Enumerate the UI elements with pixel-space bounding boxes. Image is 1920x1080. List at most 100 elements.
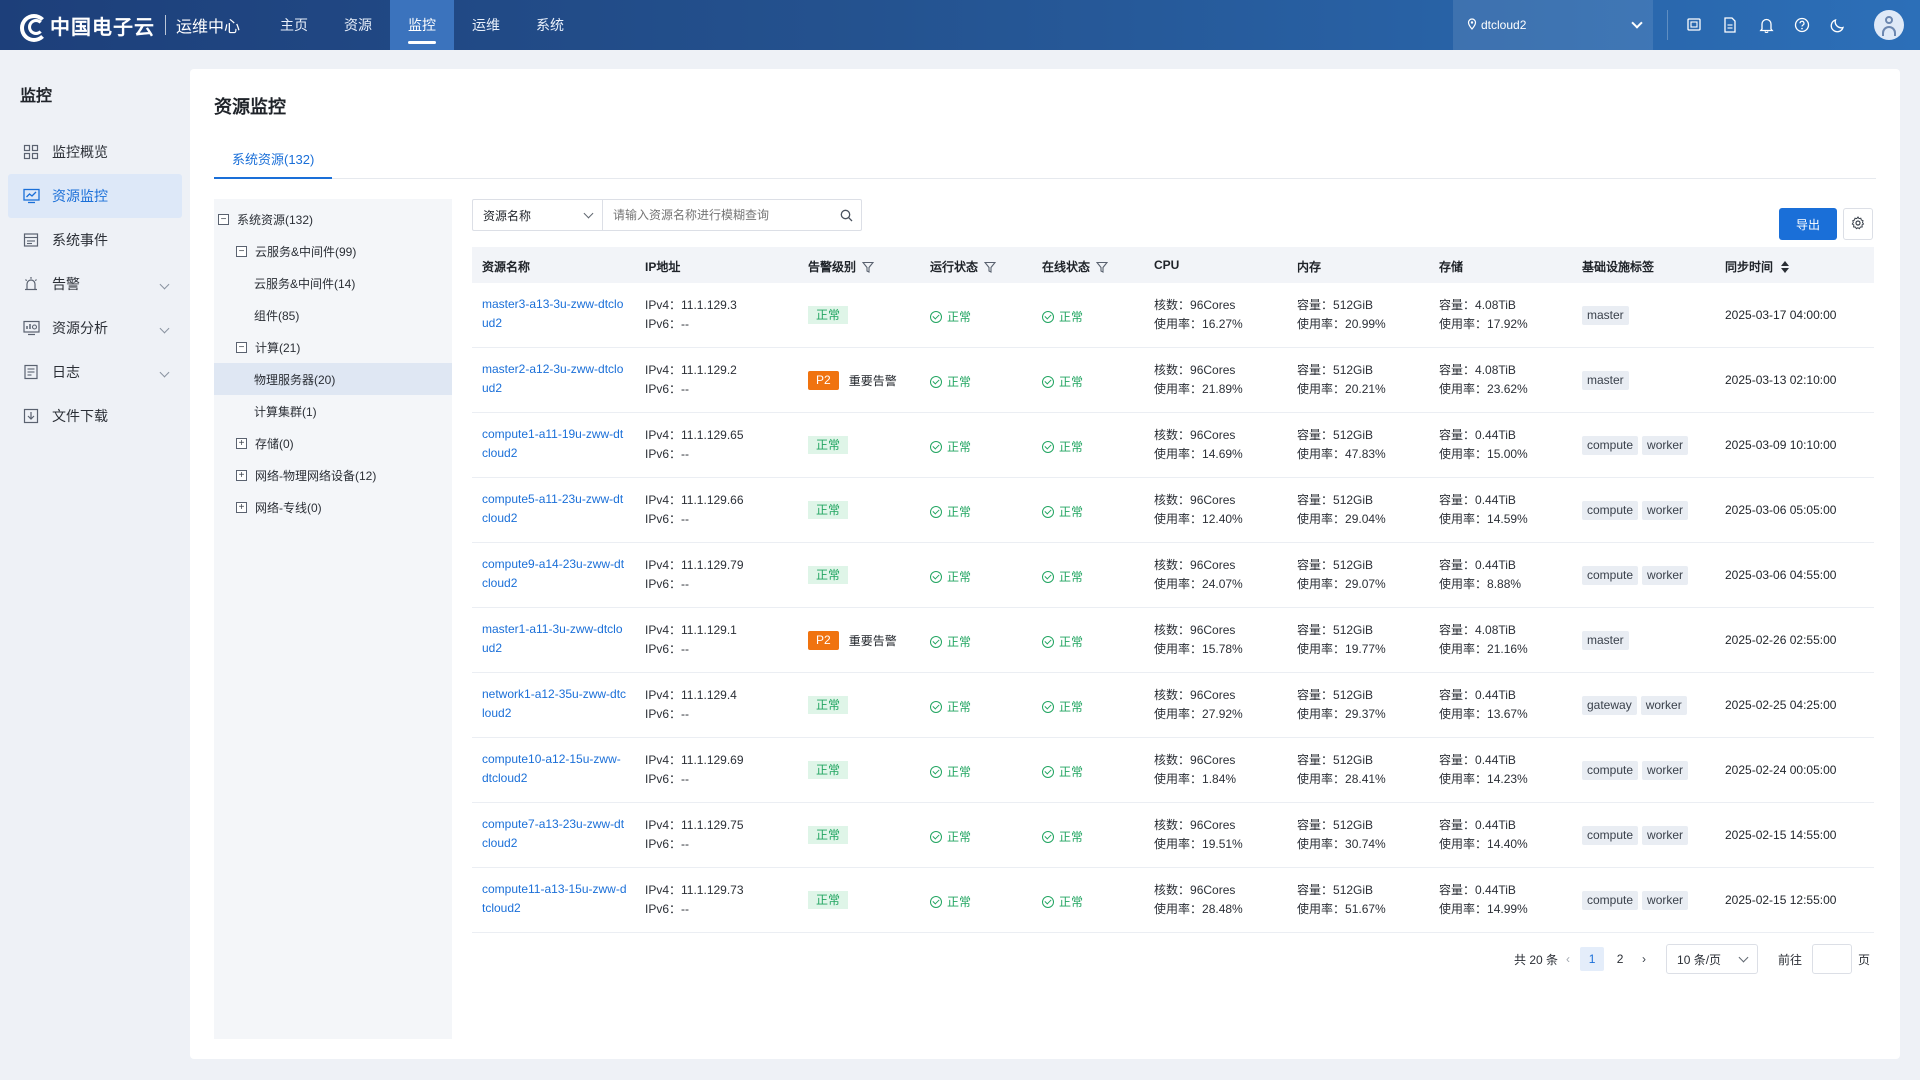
infra-tag: compute — [1582, 566, 1639, 585]
tree-node[interactable]: − 计算(21) — [214, 331, 452, 363]
metric-value: 11.1.129.75 — [681, 818, 744, 832]
metric-cell: 核数：96Cores 使用率：27.92% — [1154, 686, 1243, 724]
metric-line: 使用率：30.74% — [1297, 835, 1386, 854]
nav-item-1[interactable]: 资源 — [344, 17, 372, 33]
table-row[interactable]: compute5-a11-23u-zww-dtcloud2 IPv4：11.1.1… — [472, 478, 1874, 543]
tree-node[interactable]: 物理服务器(20) — [214, 363, 452, 395]
search-type-select[interactable]: 资源名称 — [473, 200, 603, 230]
resource-name-link[interactable]: compute11-a13-15u-zww-dtcloud2 — [482, 882, 627, 915]
nav-item-0[interactable]: 主页 — [280, 17, 308, 33]
sidebar-item-6[interactable]: 文件下载 — [8, 394, 182, 438]
help-icon[interactable] — [1784, 0, 1820, 50]
metric-value: 14.59% — [1487, 512, 1528, 526]
tree-node[interactable]: + 网络-专线(0) — [214, 491, 452, 523]
metric-line: 容量：512GiB — [1297, 491, 1386, 510]
metric-value: 96Cores — [1190, 688, 1236, 702]
tree-node[interactable]: + 网络-物理网络设备(12) — [214, 459, 452, 491]
tree-node[interactable]: − 系统资源(132) — [214, 203, 452, 235]
nav-item-3[interactable]: 运维 — [472, 17, 500, 33]
table-row[interactable]: master1-a11-3u-zww-dtcloud2 IPv4：11.1.129… — [472, 608, 1874, 673]
metric-value: 4.08TiB — [1475, 363, 1516, 377]
sidebar-item-label: 日志 — [52, 364, 80, 380]
metric-value: 512GiB — [1333, 818, 1374, 832]
environment-select[interactable]: dtcloud2 — [1453, 0, 1653, 50]
table-row[interactable]: compute7-a13-23u-zww-dtcloud2 IPv4：11.1.1… — [472, 803, 1874, 868]
prev-page-icon[interactable]: ‹ — [1566, 952, 1571, 966]
alarm-cell: 正常 — [808, 826, 849, 844]
search-input[interactable] — [603, 200, 831, 230]
column-settings-button[interactable] — [1843, 208, 1873, 240]
sort-icon[interactable] — [1781, 260, 1790, 273]
metric-prefix: 容量： — [1439, 558, 1476, 572]
sidebar-item-5[interactable]: 日志 — [8, 350, 182, 394]
collapse-icon[interactable]: − — [218, 213, 229, 225]
metric-value: 11.1.129.65 — [681, 428, 744, 442]
filter-icon[interactable] — [1095, 261, 1109, 273]
metric-value: 96Cores — [1190, 428, 1236, 442]
table-row[interactable]: master2-a12-3u-zww-dtcloud2 IPv4：11.1.129… — [472, 348, 1874, 413]
next-page-icon[interactable]: › — [1642, 952, 1647, 966]
table-row[interactable]: compute10-a12-15u-zww-dtcloud2 IPv4：11.1.… — [472, 738, 1874, 803]
table-row[interactable]: compute9-a14-23u-zww-dtcloud2 IPv4：11.1.1… — [472, 543, 1874, 608]
metric-prefix: 使用率： — [1439, 317, 1488, 331]
tab-system-resources[interactable]: 系统资源(132) — [214, 149, 333, 179]
export-button[interactable]: 导出 — [1779, 208, 1837, 240]
sidebar-item-0[interactable]: 监控概览 — [8, 130, 182, 174]
goto-page-input[interactable] — [1812, 944, 1853, 974]
sidebar-item-3[interactable]: 告警 — [8, 262, 182, 306]
document-icon[interactable] — [1712, 0, 1748, 50]
resource-name-link[interactable]: compute9-a14-23u-zww-dtcloud2 — [482, 557, 625, 590]
alarm-level-badge: P2 — [808, 371, 839, 390]
metric-cell: 容量：0.44TiB 使用率：13.67% — [1439, 686, 1528, 724]
sidebar-item-1[interactable]: 资源监控 — [8, 174, 182, 218]
metric-prefix: 容量： — [1439, 493, 1476, 507]
nav-item-4[interactable]: 系统 — [536, 17, 564, 33]
resource-name-link[interactable]: network1-a12-35u-zww-dtcloud2 — [482, 687, 627, 720]
resource-name-link[interactable]: compute7-a13-23u-zww-dtcloud2 — [482, 817, 625, 850]
expand-icon[interactable]: + — [236, 501, 247, 513]
page-number[interactable]: 1 — [1580, 947, 1605, 971]
sync-time: 2025-03-06 05:05:00 — [1725, 503, 1837, 517]
resource-name-link[interactable]: master1-a11-3u-zww-dtcloud2 — [482, 622, 623, 655]
tree-node[interactable]: + 存储(0) — [214, 427, 452, 459]
metric-line: 使用率：15.00% — [1439, 445, 1528, 464]
sidebar-item-2[interactable]: 系统事件 — [8, 218, 182, 262]
metric-cell: IPv4：11.1.129.65 IPv6：-- — [645, 426, 744, 464]
bell-icon[interactable] — [1748, 0, 1784, 50]
screen-icon[interactable] — [1676, 0, 1712, 50]
page-size-select[interactable]: 10 条/页 — [1666, 944, 1759, 974]
logo-subtitle: 运维中心 — [176, 19, 241, 36]
column-header: 存储 — [1439, 258, 1463, 275]
collapse-icon[interactable]: − — [236, 341, 247, 353]
table-row[interactable]: compute11-a13-15u-zww-dtcloud2 IPv4：11.1.… — [472, 868, 1874, 933]
search-icon[interactable] — [831, 200, 861, 230]
resource-name-link[interactable]: master3-a13-3u-zww-dtcloud2 — [482, 297, 624, 330]
check-circle-icon — [930, 635, 942, 648]
table-row[interactable]: compute1-a11-19u-zww-dtcloud2 IPv4：11.1.1… — [472, 413, 1874, 478]
expand-icon[interactable]: + — [236, 469, 247, 481]
metric-line: 容量：4.08TiB — [1439, 361, 1528, 380]
tree-node[interactable]: 组件(85) — [214, 299, 452, 331]
filter-icon[interactable] — [861, 261, 875, 273]
user-avatar-icon[interactable] — [1874, 10, 1904, 40]
resource-name-link[interactable]: compute1-a11-19u-zww-dtcloud2 — [482, 427, 624, 460]
filter-icon[interactable] — [983, 261, 997, 273]
tree-node[interactable]: 计算集群(1) — [214, 395, 452, 427]
tree-node[interactable]: 云服务&中间件(14) — [214, 267, 452, 299]
table-row[interactable]: master3-a13-3u-zww-dtcloud2 IPv4：11.1.129… — [472, 283, 1874, 348]
moon-icon[interactable] — [1820, 0, 1856, 50]
resource-name-link[interactable]: master2-a12-3u-zww-dtcloud2 — [482, 362, 624, 395]
resource-name-link[interactable]: compute10-a12-15u-zww-dtcloud2 — [482, 752, 621, 785]
tree-node[interactable]: − 云服务&中间件(99) — [214, 235, 452, 267]
status-cell: 正常 — [1042, 763, 1083, 780]
nav-item-2[interactable]: 监控 — [390, 0, 454, 50]
sidebar-item-4[interactable]: 资源分析 — [8, 306, 182, 350]
logo[interactable]: 中国电子云 运维中心 — [0, 11, 262, 42]
alarm-cell: 正常 — [808, 566, 849, 584]
collapse-icon[interactable]: − — [236, 245, 247, 257]
table-row[interactable]: network1-a12-35u-zww-dtcloud2 IPv4：11.1.1… — [472, 673, 1874, 738]
resource-name-link[interactable]: compute5-a11-23u-zww-dtcloud2 — [482, 492, 624, 525]
metric-prefix: 使用率： — [1439, 902, 1488, 916]
expand-icon[interactable]: + — [236, 437, 247, 449]
page-number[interactable]: 2 — [1616, 952, 1624, 966]
